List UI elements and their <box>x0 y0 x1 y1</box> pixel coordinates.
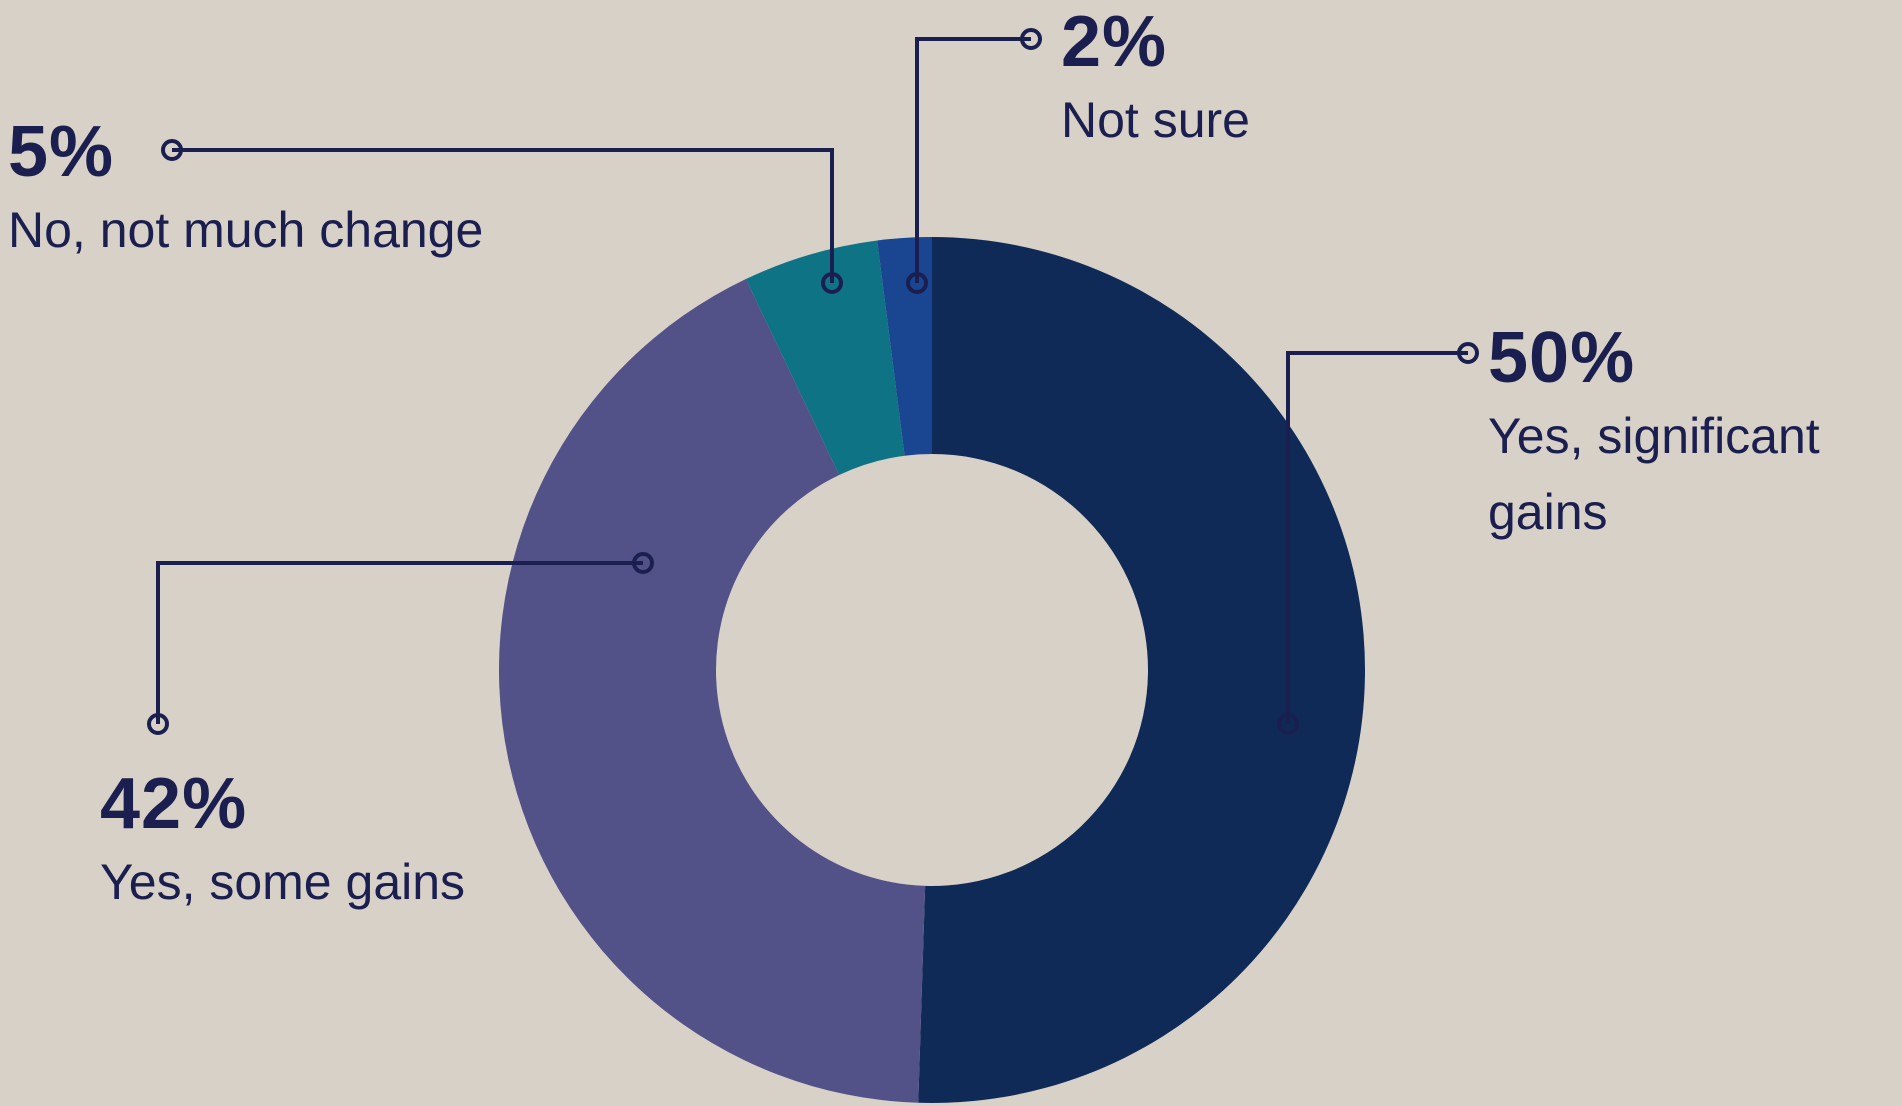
leader-dot <box>821 272 843 294</box>
leader-dot <box>1277 713 1299 735</box>
leader-dot <box>906 272 928 294</box>
segment-label: 50% Yes, significant gains <box>1488 318 1898 550</box>
segment-label: 5% No, not much change <box>8 112 808 268</box>
leader-line <box>172 148 834 283</box>
leader-line <box>915 37 1031 283</box>
donut-segment <box>498 279 926 1103</box>
leader-dot <box>1457 342 1479 364</box>
category-label: Yes, some gains <box>100 854 466 910</box>
segment-label: 2% Not sure <box>1061 2 1661 158</box>
value-label: 42% <box>100 764 248 844</box>
leader-line <box>156 561 643 724</box>
leader-dot <box>1020 28 1042 50</box>
category-label: Not sure <box>1061 92 1250 148</box>
value-label: 50% <box>1488 318 1636 398</box>
leader-dot <box>147 713 169 735</box>
leader-dot <box>161 139 183 161</box>
leader-line <box>1286 351 1468 724</box>
value-label: 5% <box>8 112 115 192</box>
category-label: Yes, significant gains <box>1488 408 1820 540</box>
category-label: No, not much change <box>8 202 484 258</box>
donut-segment <box>918 237 1365 1103</box>
segment-label: 42% Yes, some gains <box>100 764 800 920</box>
leader-dot <box>632 552 654 574</box>
donut-segment <box>745 240 905 475</box>
value-label: 2% <box>1061 2 1168 82</box>
